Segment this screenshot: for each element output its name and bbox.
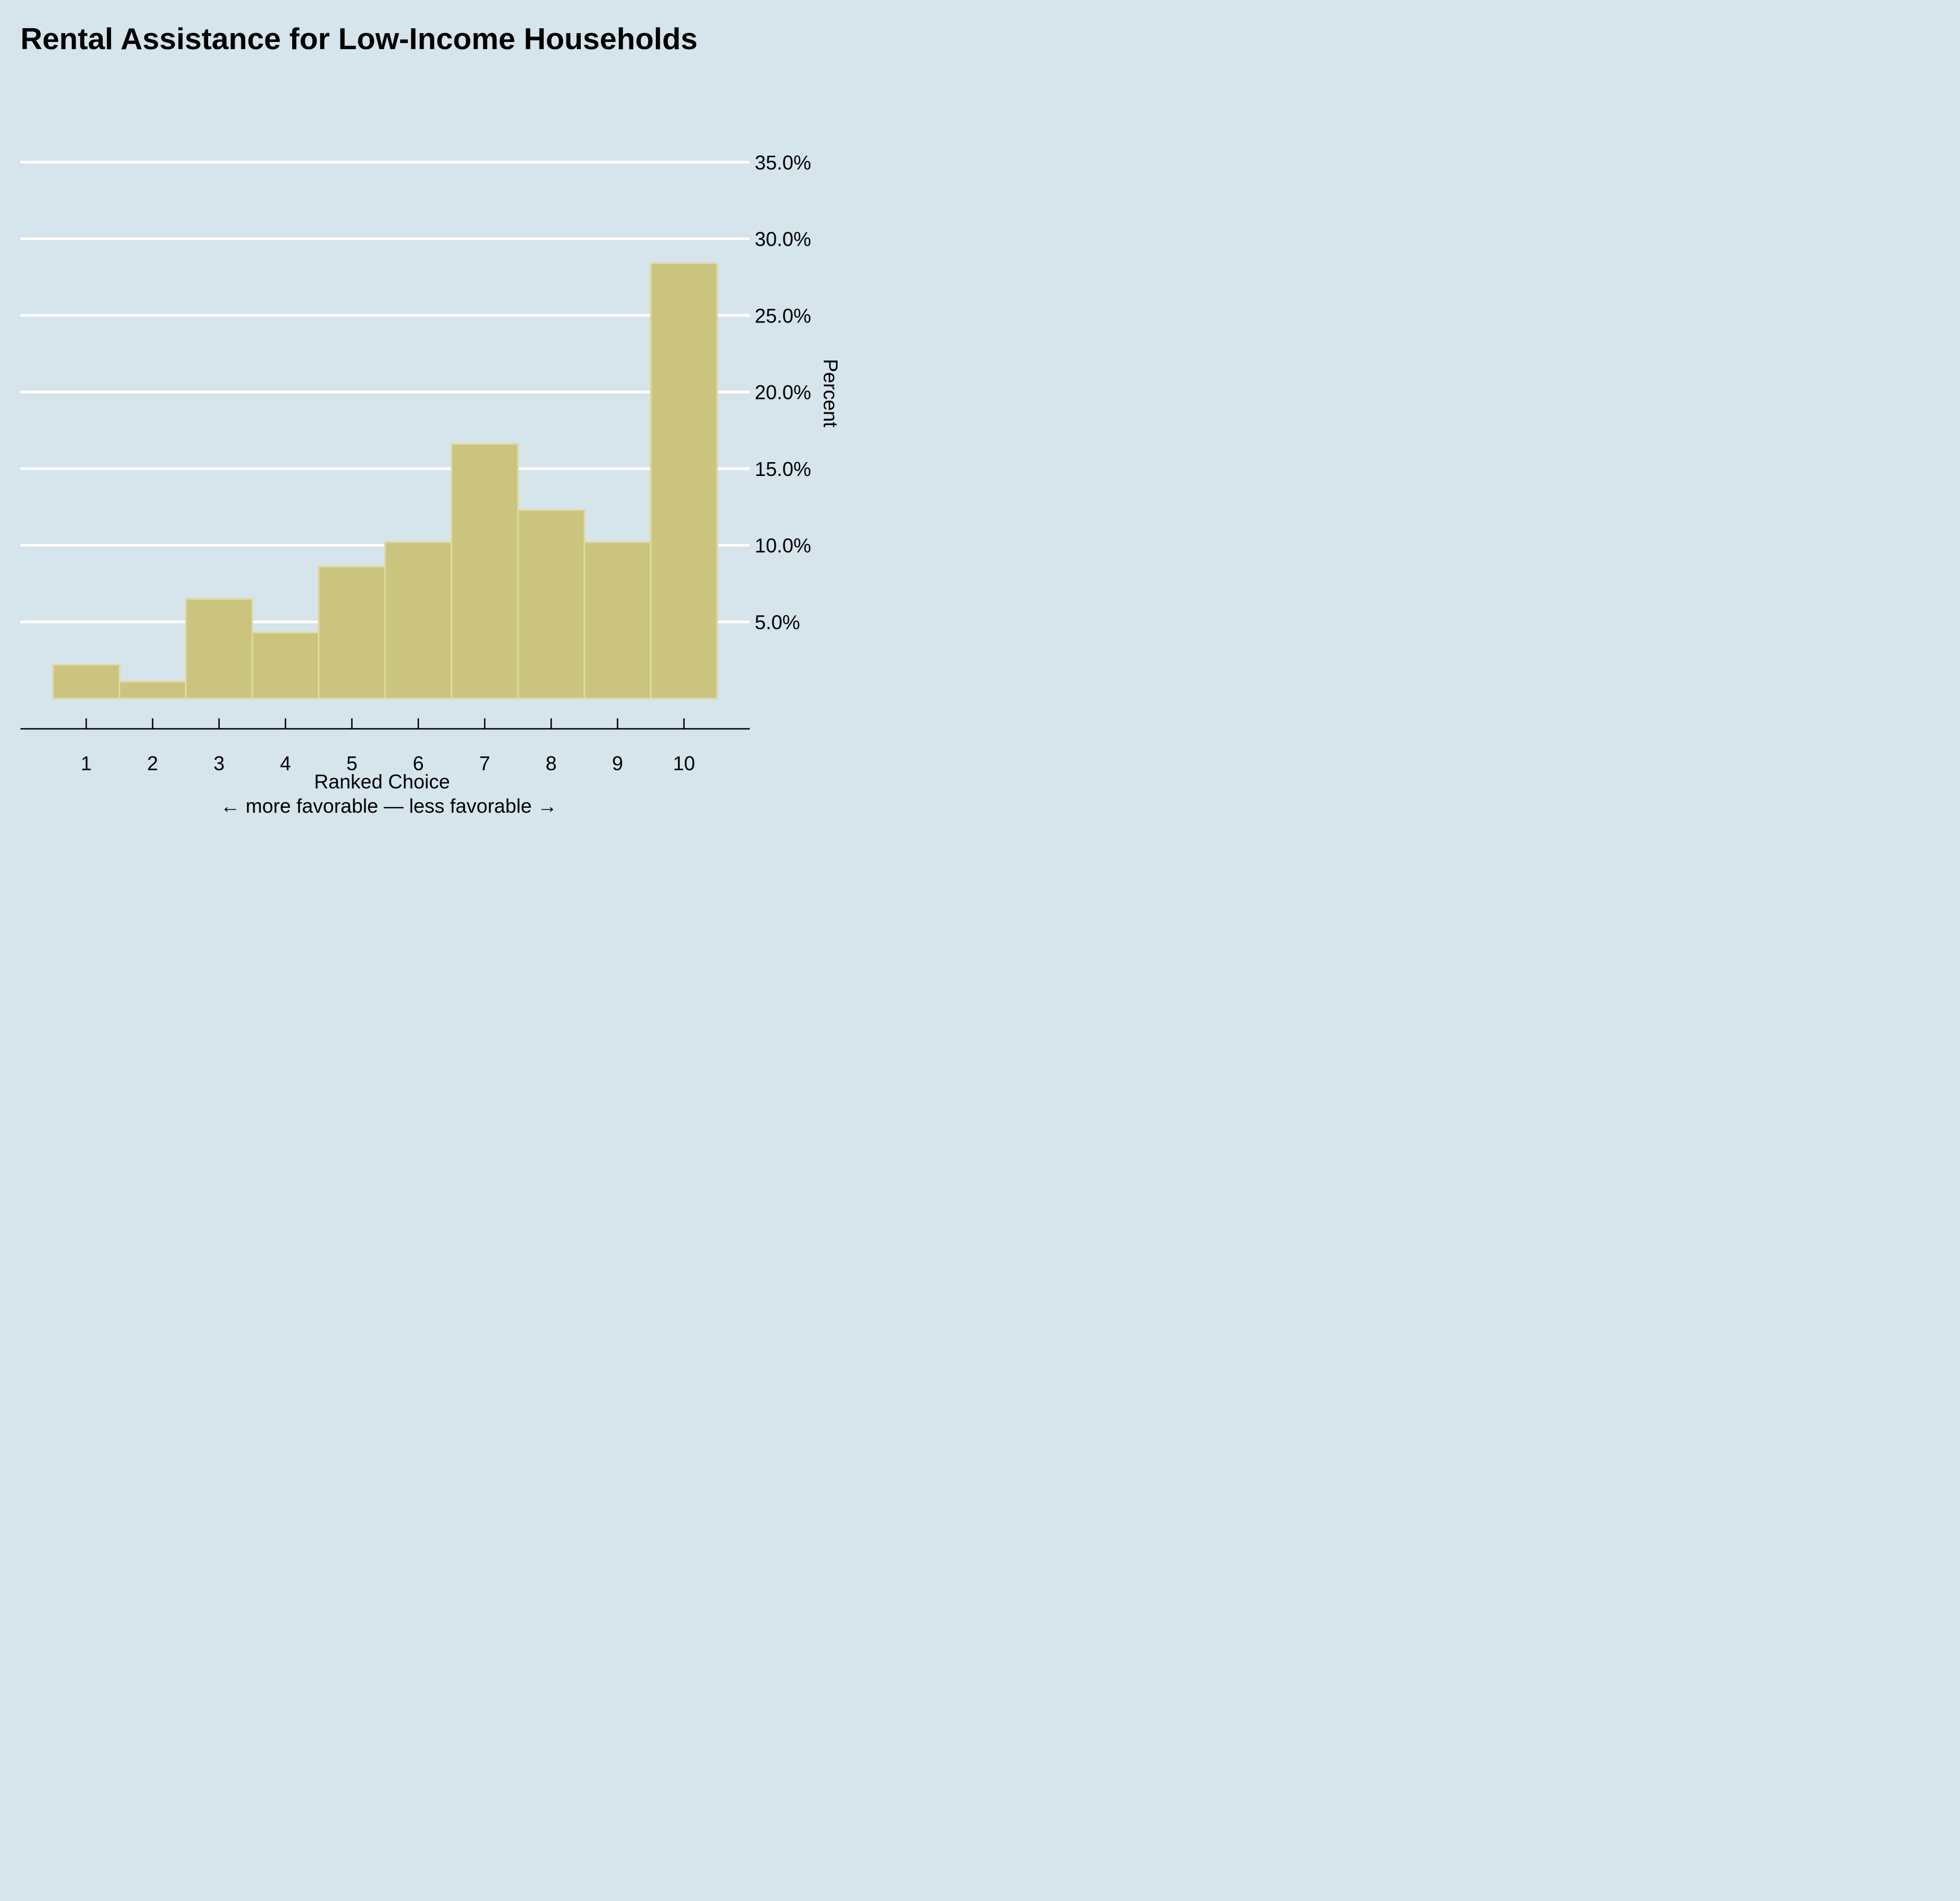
bar-3	[185, 598, 253, 700]
y-tick-label: 35.0%	[755, 151, 811, 174]
histogram-chart: 5.0% 10.0% 15.0% 20.0% 25.0% 30.0% 35.0% 1 2 3 4 5…	[20, 151, 842, 817]
y-tick-label: 10.0%	[755, 534, 811, 557]
x-tick-label: 7	[479, 752, 490, 775]
x-tick-label: 4	[280, 752, 291, 775]
y-axis-tick-labels: 5.0% 10.0% 15.0% 20.0% 25.0% 30.0% 35.0%	[755, 151, 811, 634]
bar-1	[52, 664, 120, 700]
y-tick-label: 30.0%	[755, 228, 811, 251]
x-axis	[20, 718, 750, 730]
bar-5	[317, 565, 386, 700]
x-tick-label: 10	[673, 752, 695, 775]
chart-title: Rental Assistance for Low-Income Househo…	[20, 22, 698, 56]
x-axis-tick-labels: 1 2 3 4 5 6 7 8 9 10	[81, 752, 695, 775]
bar-8	[517, 509, 585, 700]
x-tick-label: 8	[545, 752, 557, 775]
y-axis-title: Percent	[819, 359, 842, 427]
y-tick-label: 25.0%	[755, 304, 811, 327]
x-tick-label: 9	[612, 752, 623, 775]
bar-4	[251, 632, 320, 700]
bar-6	[384, 541, 453, 700]
bar-9	[583, 541, 652, 700]
x-tick-label: 2	[147, 752, 158, 775]
bars	[52, 262, 718, 700]
y-tick-label: 5.0%	[755, 611, 800, 633]
y-tick-label: 20.0%	[755, 381, 811, 404]
bar-2	[118, 680, 187, 700]
x-tick-label: 6	[413, 752, 424, 775]
x-axis-direction-note: ← more favorable — less favorable →	[220, 795, 557, 817]
x-tick-label: 5	[346, 752, 357, 775]
x-tick-label: 1	[81, 752, 92, 775]
bar-7	[451, 443, 519, 700]
x-axis-title: Ranked Choice	[314, 770, 450, 793]
bar-10	[650, 262, 718, 700]
x-tick-label: 3	[214, 752, 225, 775]
y-tick-label: 15.0%	[755, 458, 811, 480]
